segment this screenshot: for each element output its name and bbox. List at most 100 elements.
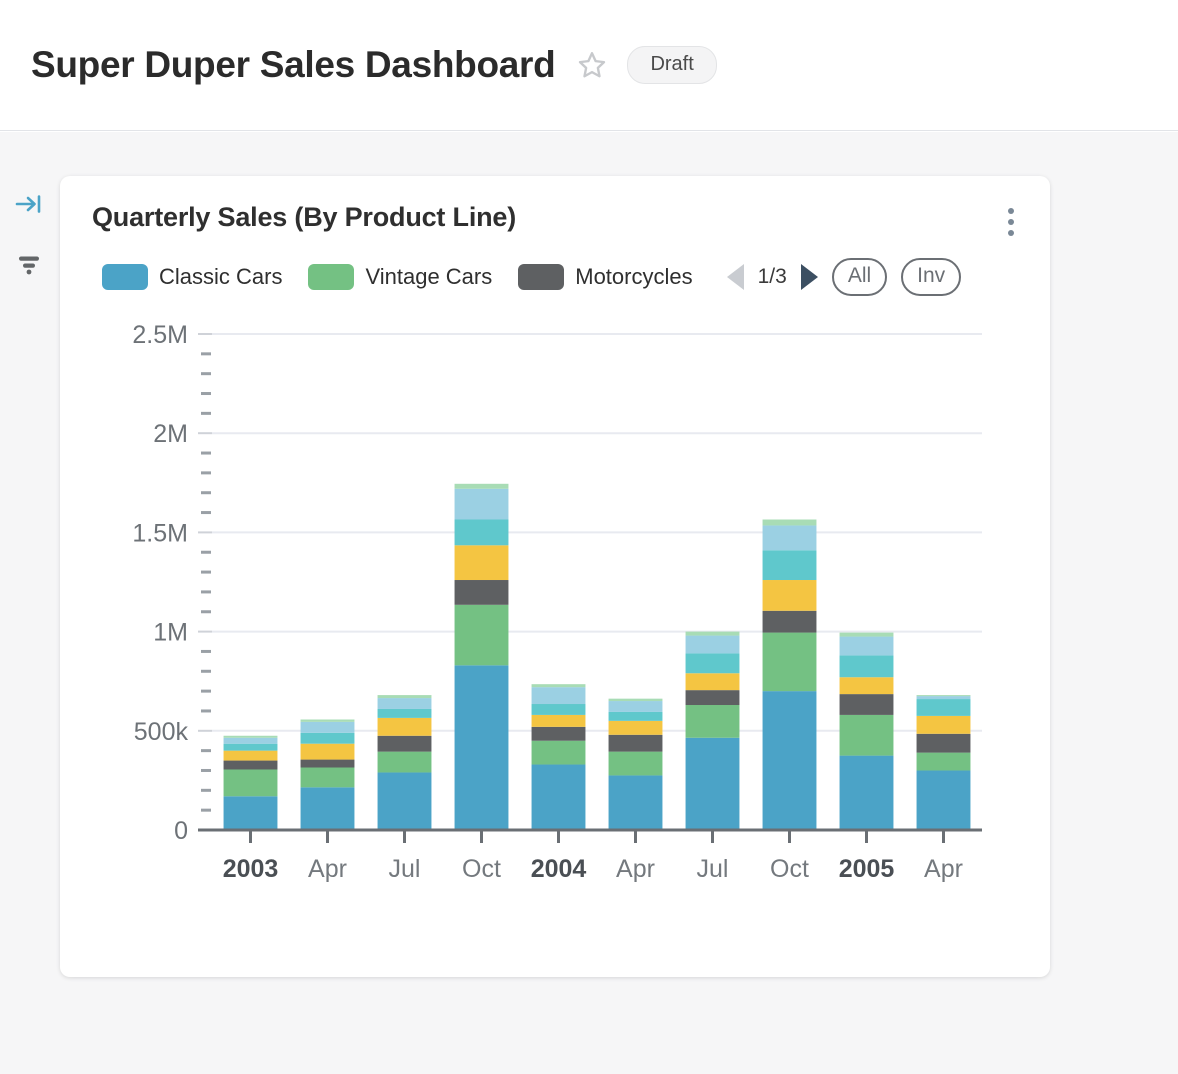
star-icon[interactable] xyxy=(577,50,607,80)
bar-segment[interactable] xyxy=(531,740,586,765)
bar-segment[interactable] xyxy=(300,767,355,788)
stacked-bar[interactable] xyxy=(454,483,509,831)
bar-segment[interactable] xyxy=(608,701,663,713)
bar-segment[interactable] xyxy=(916,716,971,734)
bar-segment[interactable] xyxy=(377,709,432,719)
bar-segment[interactable] xyxy=(300,719,355,723)
bar-segment[interactable] xyxy=(916,699,971,717)
bar-segment[interactable] xyxy=(531,764,586,831)
chart-plot-area: 0 500k 1M 1.5M 2M 2.5M 2003 Apr Jul Oct 2004 Apr Jul… xyxy=(60,308,1050,908)
legend-inv-button[interactable]: Inv xyxy=(901,258,962,297)
bar-segment[interactable] xyxy=(685,631,740,636)
bar-segment[interactable] xyxy=(454,604,509,666)
stacked-bar[interactable] xyxy=(531,684,586,831)
stacked-bar-chart[interactable]: 0 500k 1M 1.5M 2M 2.5M 2003 Apr Jul Oct 2004 Apr Jul… xyxy=(60,308,1050,908)
bar-segment[interactable] xyxy=(377,772,432,831)
bar-segment[interactable] xyxy=(223,737,278,744)
legend-all-button[interactable]: All xyxy=(831,258,888,297)
bar-segment[interactable] xyxy=(685,737,740,831)
stacked-bar[interactable] xyxy=(685,631,740,831)
bar-segment[interactable] xyxy=(608,698,663,702)
bar-segment[interactable] xyxy=(685,635,740,654)
bar-segment[interactable] xyxy=(762,610,817,633)
bar-segment[interactable] xyxy=(762,580,817,611)
bar-segment[interactable] xyxy=(223,750,278,761)
bar-segment[interactable] xyxy=(608,775,663,831)
bar-segment[interactable] xyxy=(377,698,432,710)
bar-segment[interactable] xyxy=(685,690,740,706)
bar-segment[interactable] xyxy=(839,632,894,637)
bar-segment[interactable] xyxy=(685,653,740,674)
triangle-left-icon[interactable] xyxy=(726,264,744,291)
stacked-bar[interactable] xyxy=(377,695,432,831)
bar-segment[interactable] xyxy=(839,694,894,716)
legend-item-vintage-cars[interactable]: Vintage Cars xyxy=(308,264,493,291)
bar-segment[interactable] xyxy=(300,759,355,768)
legend-item-motorcycles[interactable]: Motorcycles xyxy=(518,264,693,291)
chart-card: Quarterly Sales (By Product Line) Classi… xyxy=(60,176,1050,977)
legend-label: Vintage Cars xyxy=(365,264,493,290)
bar-segment[interactable] xyxy=(300,732,355,744)
bar-segment[interactable] xyxy=(223,769,278,797)
bar-segment[interactable] xyxy=(531,704,586,716)
bar-segment[interactable] xyxy=(377,735,432,752)
bar-segment[interactable] xyxy=(608,751,663,776)
bar-segment[interactable] xyxy=(762,632,817,692)
bar-segment[interactable] xyxy=(454,483,509,489)
bar-segment[interactable] xyxy=(531,687,586,705)
x-axis-label: Oct xyxy=(462,855,501,883)
bar-segment[interactable] xyxy=(916,733,971,753)
stacked-bar[interactable] xyxy=(608,698,663,831)
bar-segment[interactable] xyxy=(454,488,509,520)
bar-segment[interactable] xyxy=(454,545,509,581)
bar-segment[interactable] xyxy=(762,519,817,526)
stacked-bar[interactable] xyxy=(839,632,894,831)
stacked-bar[interactable] xyxy=(916,695,971,831)
page-title: Super Duper Sales Dashboard xyxy=(31,44,556,85)
bar-segment[interactable] xyxy=(839,715,894,756)
bar-segment[interactable] xyxy=(223,760,278,770)
legend-item-classic-cars[interactable]: Classic Cars xyxy=(102,264,282,291)
bar-segment[interactable] xyxy=(839,636,894,656)
bar-segment[interactable] xyxy=(223,796,278,831)
stacked-bar[interactable] xyxy=(762,519,817,831)
bar-segment[interactable] xyxy=(531,726,586,741)
bar-segment[interactable] xyxy=(608,712,663,722)
bar-segment[interactable] xyxy=(300,722,355,733)
kebab-menu-icon[interactable] xyxy=(1000,202,1022,242)
bar-segment[interactable] xyxy=(916,752,971,771)
bar-segment[interactable] xyxy=(685,673,740,691)
bar-segment[interactable] xyxy=(916,695,971,697)
bar-segment[interactable] xyxy=(531,715,586,727)
bar-segment[interactable] xyxy=(685,705,740,738)
bar-segment[interactable] xyxy=(762,550,817,581)
bar-segment[interactable] xyxy=(608,721,663,735)
bar-segment[interactable] xyxy=(454,580,509,605)
filter-icon[interactable] xyxy=(12,249,46,279)
bar-segment[interactable] xyxy=(300,787,355,831)
stacked-bar[interactable] xyxy=(300,719,355,831)
bar-segment[interactable] xyxy=(839,655,894,678)
bar-segment[interactable] xyxy=(916,770,971,831)
bar-segment[interactable] xyxy=(377,718,432,736)
bar-segment[interactable] xyxy=(916,696,971,700)
bar-segment[interactable] xyxy=(531,684,586,688)
bar-segment[interactable] xyxy=(377,751,432,773)
bar-segment[interactable] xyxy=(300,743,355,760)
bar-segment[interactable] xyxy=(454,665,509,831)
bar-segment[interactable] xyxy=(454,519,509,546)
chart-title: Quarterly Sales (By Product Line) xyxy=(92,202,517,232)
pager-label: 1/3 xyxy=(757,265,787,289)
bar-segment[interactable] xyxy=(223,743,278,751)
expand-panel-icon[interactable] xyxy=(12,189,46,219)
bar-segment[interactable] xyxy=(762,691,817,831)
stacked-bar[interactable] xyxy=(223,735,278,831)
bar-segment[interactable] xyxy=(223,735,278,738)
bar-segment[interactable] xyxy=(839,755,894,831)
bar-segment[interactable] xyxy=(762,525,817,551)
y-axis-label: 1.5M xyxy=(132,520,188,548)
triangle-right-icon[interactable] xyxy=(800,264,818,291)
bar-segment[interactable] xyxy=(377,695,432,699)
bar-segment[interactable] xyxy=(608,734,663,752)
bar-segment[interactable] xyxy=(839,677,894,695)
